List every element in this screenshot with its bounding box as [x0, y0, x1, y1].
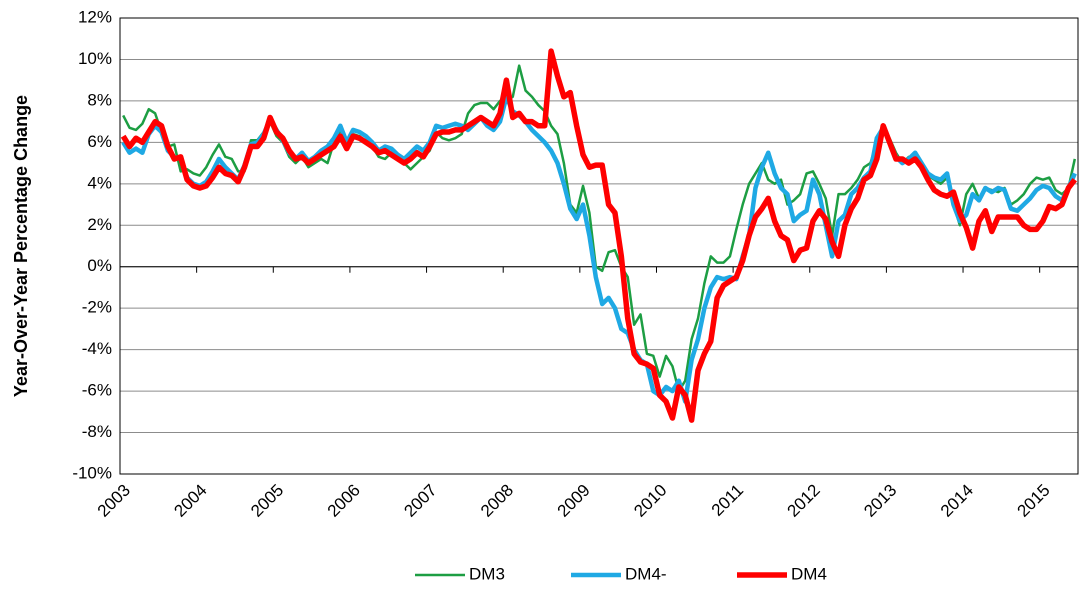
y-tick-label: 4% — [87, 173, 112, 192]
y-tick-label: 6% — [87, 132, 112, 151]
x-tick-label: 2013 — [860, 481, 900, 521]
y-tick-label: 2% — [87, 215, 112, 234]
series-line — [120, 48, 1077, 423]
legend-label: DM4 — [791, 564, 827, 583]
x-tick-label: 2015 — [1013, 481, 1053, 521]
x-tick-label: 2010 — [630, 481, 670, 521]
y-tick-label: -4% — [82, 339, 112, 358]
x-tick-label: 2011 — [708, 481, 747, 520]
x-tick-label: 2008 — [477, 481, 517, 521]
y-tick-label: -2% — [82, 298, 112, 317]
x-tick-label: 2004 — [170, 481, 210, 521]
y-axis-title: Year-Over-Year Percentage Change — [11, 95, 31, 397]
y-tick-label: 0% — [87, 256, 112, 275]
legend-label: DM4- — [625, 564, 667, 583]
y-tick-label: -10% — [72, 463, 112, 482]
y-tick-label: 12% — [78, 7, 112, 26]
y-tick-label: -6% — [82, 381, 112, 400]
x-tick-label: 2003 — [94, 481, 134, 521]
x-tick-label: 2014 — [937, 481, 977, 521]
series-line — [122, 64, 1077, 393]
x-tick-label: 2007 — [400, 481, 440, 521]
x-tick-label: 2012 — [784, 481, 824, 521]
y-tick-label: 10% — [78, 49, 112, 68]
x-tick-label: 2005 — [247, 481, 287, 521]
plot-border — [119, 17, 1079, 475]
y-tick-label: 8% — [87, 90, 112, 109]
legend-label: DM3 — [469, 564, 505, 583]
x-tick-label: 2009 — [554, 481, 594, 521]
y-tick-label: -8% — [82, 422, 112, 441]
x-tick-label: 2006 — [324, 481, 364, 521]
